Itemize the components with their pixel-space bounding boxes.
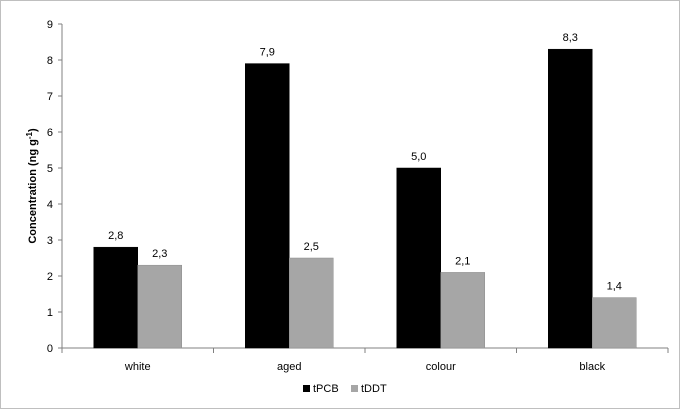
- y-tick-label: 8: [47, 55, 53, 67]
- y-tick-label: 1: [47, 307, 53, 319]
- bar-tddt-aged: [289, 257, 334, 349]
- y-tick-label: 7: [47, 91, 53, 103]
- y-tick-label: 3: [47, 235, 53, 247]
- x-category-label: colour: [426, 361, 456, 373]
- data-label: 2,8: [108, 230, 123, 242]
- y-axis: 0 1 2 3 4 5 6 7 8 9: [47, 19, 63, 355]
- y-tick-label: 0: [47, 343, 53, 355]
- bar-tddt-colour: [440, 272, 485, 349]
- svg-text:Concentration (ng g-1): Concentration (ng g-1): [25, 128, 39, 244]
- y-tick-label: 4: [47, 199, 53, 211]
- y-axis-title: Concentration (ng g-1): [25, 128, 39, 244]
- x-category-label: black: [579, 361, 605, 373]
- legend-label-tddt: tDDT: [361, 383, 387, 395]
- bar-tpcb-white: [93, 246, 138, 349]
- y-axis-title-superscript: -1: [25, 131, 34, 139]
- legend-swatch-tddt: [351, 385, 358, 392]
- x-category-label: aged: [277, 361, 301, 373]
- y-axis-title-text: Concentration (ng g: [27, 139, 39, 244]
- bar-tddt-black: [592, 297, 637, 349]
- data-label: 2,1: [455, 255, 470, 267]
- data-labels: 2,8 7,9 5,0 8,3 2,3 2,5 2,1 1,4: [108, 32, 622, 292]
- x-category-label: white: [124, 361, 151, 373]
- x-axis: white aged colour black: [61, 347, 669, 373]
- data-label: 5,0: [411, 151, 426, 163]
- data-label: 2,5: [304, 241, 319, 253]
- data-label: 1,4: [607, 281, 622, 293]
- y-tick-label: 5: [47, 163, 53, 175]
- bars: [93, 48, 637, 349]
- y-axis-title-close: ): [27, 128, 39, 132]
- data-label: 7,9: [260, 47, 275, 59]
- y-tick-label: 2: [47, 271, 53, 283]
- legend-swatch-tpcb: [303, 385, 310, 392]
- y-tick-label: 6: [47, 127, 53, 139]
- legend-label-tpcb: tPCB: [313, 383, 339, 395]
- bar-tpcb-colour: [396, 167, 441, 349]
- legend: tPCB tDDT: [303, 383, 387, 395]
- y-tick-label: 9: [47, 19, 53, 31]
- bar-tpcb-black: [548, 48, 593, 349]
- bar-tddt-white: [137, 264, 182, 349]
- bar-tpcb-aged: [245, 63, 290, 349]
- data-label: 2,3: [152, 248, 167, 260]
- data-label: 8,3: [563, 32, 578, 44]
